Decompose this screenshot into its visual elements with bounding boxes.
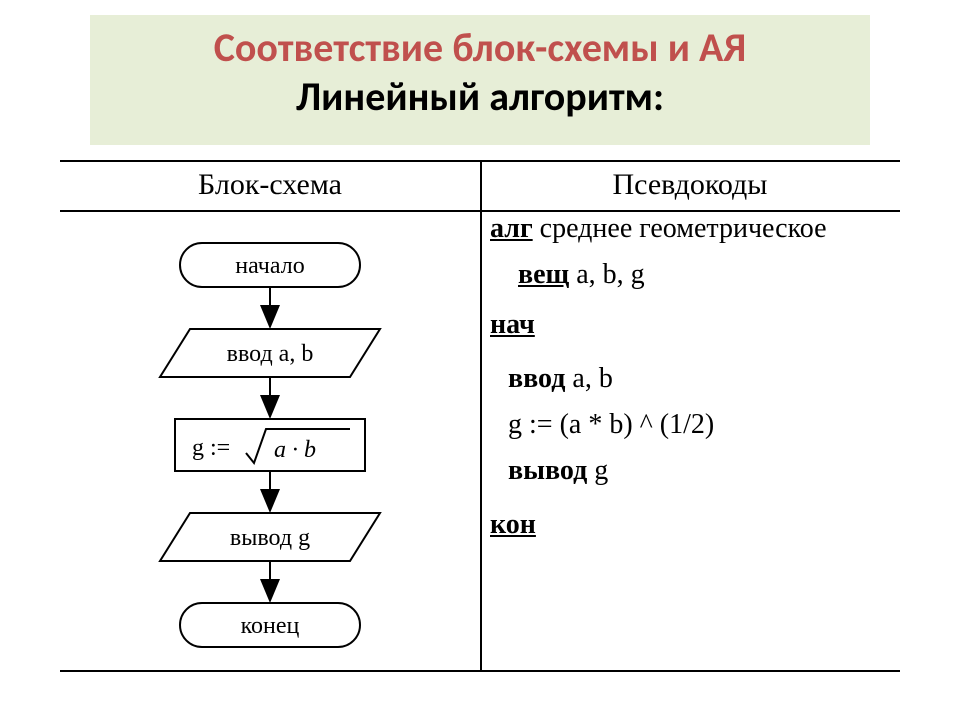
pseudo-line-4: ввод a, b bbox=[490, 365, 900, 393]
node-input-label: ввод a, b bbox=[227, 341, 314, 367]
l6-rest: g bbox=[587, 455, 608, 486]
pseudo-line-7: кон bbox=[490, 511, 900, 539]
kw-vesh: вещ bbox=[518, 259, 569, 290]
pseudo-line-1: алг среднее геометрическое bbox=[490, 215, 900, 243]
l5-expr: g := (a * b) ^ (1/2) bbox=[508, 409, 714, 440]
table-mid-border bbox=[480, 160, 482, 672]
kw-kon: кон bbox=[490, 509, 536, 540]
kw-vvod: ввод bbox=[508, 363, 565, 394]
node-start-label: начало bbox=[235, 253, 304, 279]
header-right-text: Псевдокоды bbox=[613, 168, 768, 201]
node-output-label: вывод g bbox=[230, 525, 310, 551]
l2-rest: a, b, g bbox=[569, 259, 644, 290]
kw-vyvod: вывод bbox=[508, 455, 587, 486]
pseudocode-panel: алг среднее геометрическое вещ a, b, g н… bbox=[490, 215, 900, 695]
title-line-1: Соответствие блок-схемы и АЯ bbox=[90, 23, 870, 72]
pseudo-line-3: нач bbox=[490, 311, 900, 339]
node-end-label: конец bbox=[241, 613, 300, 639]
l1-rest: среднее геометрическое bbox=[533, 213, 827, 244]
pseudo-line-5: g := (a * b) ^ (1/2) bbox=[490, 411, 900, 439]
kw-nach: нач bbox=[490, 309, 535, 340]
node-process-label: g := bbox=[192, 435, 230, 461]
table-header-left: Блок-схема bbox=[60, 168, 480, 202]
flowchart-svg: начало ввод a, b g := a · b вывод g коне… bbox=[60, 215, 480, 675]
title-banner: Соответствие блок-схемы и АЯ Линейный ал… bbox=[90, 15, 870, 145]
header-left-text: Блок-схема bbox=[198, 168, 342, 201]
kw-alg: алг bbox=[490, 213, 533, 244]
pseudo-line-6: вывод g bbox=[490, 457, 900, 485]
sqrt-content: a · b bbox=[274, 437, 316, 463]
title-line-2: Линейный алгоритм: bbox=[90, 72, 870, 121]
pseudo-line-2: вещ a, b, g bbox=[490, 261, 900, 289]
table-header-right: Псевдокоды bbox=[480, 168, 900, 202]
l4-rest: a, b bbox=[565, 363, 612, 394]
flowchart-panel: начало ввод a, b g := a · b вывод g коне… bbox=[60, 215, 480, 695]
